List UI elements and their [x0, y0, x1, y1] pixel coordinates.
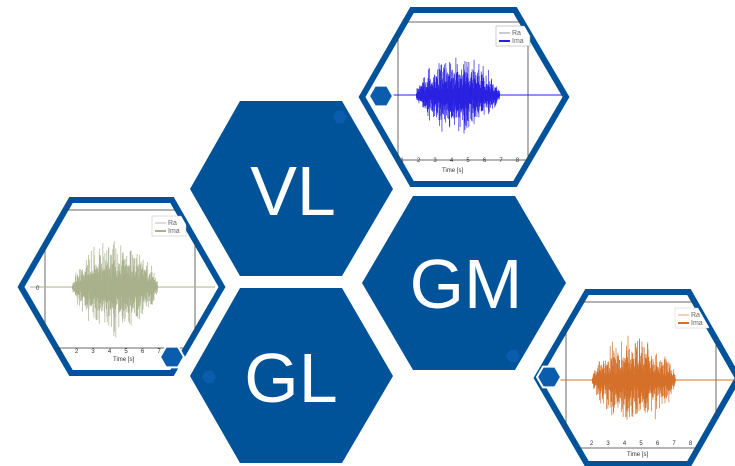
panel-right-x-tick-4: 4: [623, 441, 627, 447]
panel-left-y-tick: 0: [36, 286, 40, 292]
panel-left-plot-frame: [44, 209, 196, 349]
panel-top-x-tick-2: 2: [417, 158, 421, 164]
panel-top-plot-frame: [397, 21, 529, 161]
panel-right-legend-item-2: Ima: [691, 320, 703, 327]
panel-top-x-tick-7: 7: [499, 158, 503, 164]
panel-left-x-tick-2: 2: [75, 349, 79, 355]
hex-badge-3: [535, 365, 563, 389]
panel-right-plot-frame: [565, 301, 717, 449]
panel-top-signal: [415, 57, 501, 134]
decor-hex-badges: [158, 84, 563, 389]
panel-right-x-tick-8: 8: [689, 441, 693, 447]
panel-top-x-tick-1: 1: [400, 158, 404, 164]
panel-left-x-tick-5: 5: [124, 349, 128, 355]
hex-gl-label: GL: [244, 339, 337, 417]
panel-left-x-tick-1: 1: [58, 349, 62, 355]
panel-top-x-tick-4: 4: [450, 158, 454, 164]
hex-gl: GL: [190, 288, 393, 463]
panel-top: Ra Ima 1 2 3 4 5 6 7 8 Time [s]: [358, 7, 570, 187]
panel-left-x-tick-4: 4: [108, 349, 112, 355]
panel-right-legend-item-1: Ra: [691, 312, 700, 319]
panel-left-x-tick-7: 7: [157, 349, 161, 355]
panel-right-x-label: Time [s]: [627, 452, 648, 458]
panel-top-x-label: Time [s]: [442, 168, 463, 174]
hex-badge-6: [506, 349, 520, 363]
panel-top-x-tick-5: 5: [466, 158, 470, 164]
panel-top-x-tick-6: 6: [483, 158, 487, 164]
panel-left-x-tick-3: 3: [91, 349, 95, 355]
panel-top-legend-item-2: Ima: [512, 38, 524, 45]
hex-gm-label: GM: [410, 245, 523, 323]
panel-top-legend-item-1: Ra: [512, 30, 521, 37]
panel-top-x-tick-3: 3: [433, 158, 437, 164]
panel-left-legend-item-2: Ima: [168, 228, 180, 235]
hex-vl-shape: [190, 101, 393, 276]
hex-gl-shape: [190, 288, 393, 463]
panel-right-x-tick-2: 2: [590, 441, 594, 447]
panel-left-signal: [71, 241, 159, 338]
panel-top-x-ticks: 1 2 3 4 5 6 7 8: [400, 158, 520, 164]
hex-badge-2: [158, 345, 186, 369]
hex-badge-4: [333, 110, 347, 124]
hex-vl-label: VL: [250, 152, 336, 230]
hex-badge-1: [367, 84, 395, 108]
panel-right-x-tick-6: 6: [656, 441, 660, 447]
panel-right-x-tick-5: 5: [639, 441, 643, 447]
panel-right-signal: [591, 335, 677, 420]
hex-gm-shape: [362, 196, 566, 370]
panel-left-x-tick-6: 6: [141, 349, 145, 355]
panel-right-x-tick-3: 3: [606, 441, 610, 447]
hex-gm: GM: [362, 196, 566, 370]
panel-right-x-tick-7: 7: [672, 441, 676, 447]
hex-badge-5: [202, 370, 216, 384]
hex-vl: VL: [190, 101, 393, 276]
panel-left-x-label: Time [s]: [113, 357, 134, 363]
panel-left-legend-item-1: Ra: [168, 220, 177, 227]
panel-top-x-tick-8: 8: [516, 158, 520, 164]
